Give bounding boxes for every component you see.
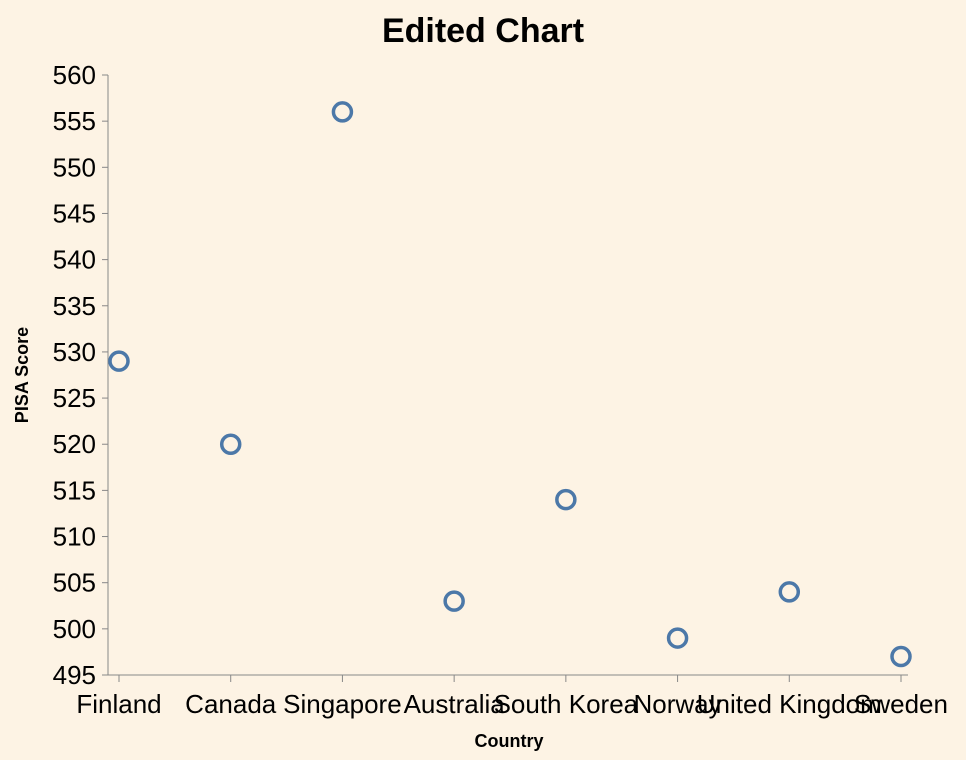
y-tick-label: 515	[53, 475, 96, 505]
y-tick-label: 505	[53, 568, 96, 598]
x-tick-label: United Kingdom	[697, 689, 882, 719]
data-point-norway	[666, 627, 689, 649]
y-tick-label: 510	[53, 522, 96, 552]
data-point-united-kingdom	[778, 581, 801, 603]
y-tick-label: 520	[53, 429, 96, 459]
chart-title: Edited Chart	[382, 12, 584, 50]
data-point-sweden	[890, 645, 912, 668]
y-tick-label: 560	[53, 60, 96, 90]
y-tick-label: 545	[53, 198, 96, 228]
x-tick-label: Finland	[76, 689, 161, 719]
data-point-finland	[108, 350, 130, 372]
x-tick-label: Sweden	[854, 689, 948, 719]
data-points	[108, 101, 912, 668]
y-tick-label: 540	[53, 245, 96, 275]
x-tick-label: Singapore	[283, 689, 402, 719]
x-axis-title: Country	[475, 731, 544, 751]
x-tick-label: Norway	[634, 689, 722, 719]
y-tick-label: 555	[53, 106, 96, 136]
data-point-singapore	[331, 101, 354, 123]
data-point-canada	[219, 433, 242, 455]
x-tick-label: South Korea	[494, 689, 639, 719]
y-tick-label: 550	[53, 152, 96, 182]
data-point-australia	[443, 590, 465, 612]
y-tick-label: 495	[53, 660, 96, 690]
y-axis-title: PISA Score	[12, 327, 32, 423]
y-tick-label: 535	[53, 291, 96, 321]
x-tick-label: Canada	[185, 689, 277, 719]
y-tick-label: 500	[53, 614, 96, 644]
y-tick-label: 530	[53, 337, 96, 367]
y-tick-label: 525	[53, 383, 96, 413]
y-axis: 495 500 505 510 515 520 525 530 535 540 545 550 555 5…	[53, 60, 109, 690]
data-point-south-korea	[555, 488, 577, 511]
x-tick-label: Australia	[404, 689, 506, 719]
